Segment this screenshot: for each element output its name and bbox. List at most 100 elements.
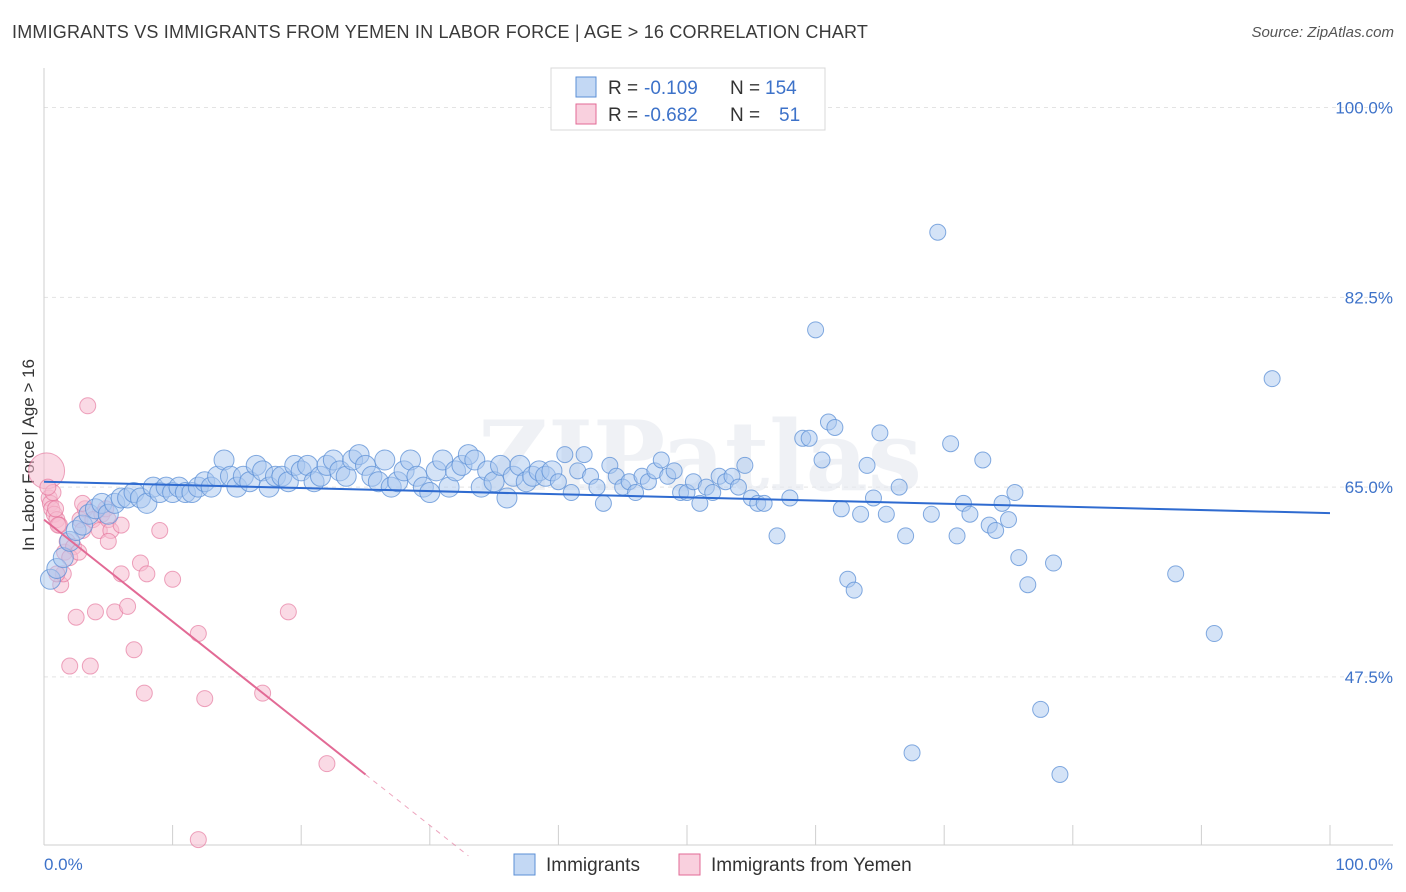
yemen-point [86, 603, 104, 621]
immigrants-point [942, 435, 960, 453]
legend-r-value-pink: -0.682 [644, 105, 698, 126]
yemen-trend-line [43, 518, 367, 776]
y-axis-label: In Labor Force | Age > 16 [19, 359, 38, 551]
yemen-point [81, 657, 99, 675]
immigrants-point [1000, 511, 1017, 529]
immigrants-point [826, 418, 844, 436]
yemen-point [112, 516, 130, 534]
bottom-legend-swatch-pink [678, 853, 701, 876]
grid-lines [44, 107, 1393, 678]
immigrants-point [575, 446, 593, 464]
yemen-point [67, 608, 85, 626]
immigrants-point [1045, 554, 1063, 572]
yemen-point [189, 831, 207, 849]
immigrants-point [922, 505, 940, 523]
immigrants-point [929, 223, 947, 241]
legend-n-value-pink: 51 [779, 105, 800, 126]
stats-legend: R = -0.109 N = 154 R = -0.682 N = 51 [550, 67, 826, 131]
legend-swatch-pink [575, 103, 597, 125]
legend-n-label-pink: N = [730, 105, 760, 126]
x-tick-label-0: 0.0% [44, 855, 83, 874]
immigrants-point [813, 451, 831, 469]
yemen-point [99, 532, 117, 550]
legend-r-value-blue: -0.109 [644, 78, 698, 99]
immigrants-point [993, 494, 1011, 512]
y-tick-labels: 47.5% 65.0% 82.5% 100.0% [1335, 99, 1393, 687]
x-tick-label-1: 100.0% [1335, 855, 1393, 874]
legend-r-label-pink: R = [608, 105, 638, 126]
immigrants-point [556, 446, 574, 464]
immigrants-point [832, 500, 850, 518]
yemen-point [318, 755, 336, 773]
immigrants-point [704, 484, 722, 502]
yemen-point [279, 603, 297, 621]
immigrants-point [897, 527, 915, 545]
immigrants-point [948, 527, 966, 545]
immigrants-point [691, 494, 709, 512]
series-legend: Immigrants Immigrants from Yemen [513, 853, 912, 876]
immigrants-point [549, 473, 567, 491]
yemen-point [61, 657, 79, 675]
yemen-point [189, 625, 207, 643]
immigrants-point [736, 456, 754, 474]
immigrants-point [852, 505, 870, 523]
immigrants-point [1006, 484, 1024, 502]
y-tick-label-0: 47.5% [1345, 668, 1393, 687]
yemen-point [164, 570, 182, 588]
immigrants-point [1019, 576, 1037, 594]
bottom-legend-swatch-blue [513, 853, 536, 876]
immigrants-point [419, 482, 441, 504]
immigrants-trend-line [43, 480, 1331, 515]
immigrants-point [1263, 370, 1281, 388]
bottom-legend-label-yemen: Immigrants from Yemen [711, 855, 912, 876]
immigrants-point [890, 478, 908, 496]
immigrants-point [858, 456, 876, 474]
yemen-point [125, 641, 143, 659]
immigrants-point [562, 484, 580, 502]
yemen-point [138, 565, 156, 583]
immigrants-point [877, 505, 895, 523]
yemen-point [135, 684, 153, 702]
immigrants-point [627, 484, 645, 502]
x-tick-labels: 0.0% 100.0% [44, 855, 1393, 874]
immigrants-point [1032, 700, 1050, 718]
immigrants-point [1051, 766, 1069, 784]
immigrants-point [374, 449, 396, 471]
immigrants-point [1205, 625, 1223, 643]
immigrants-point [1167, 565, 1185, 583]
immigrants-point [864, 489, 882, 507]
immigrants-point [903, 744, 921, 762]
yemen-point [119, 597, 137, 615]
y-tick-label-2: 82.5% [1345, 288, 1393, 307]
immigrants-point [807, 321, 825, 339]
yemen-point [112, 565, 130, 583]
yemen-point [39, 478, 57, 496]
immigrants-point [665, 462, 683, 480]
immigrants-point [588, 478, 606, 496]
legend-swatch-blue [575, 76, 597, 98]
chart-source: Source: ZipAtlas.com [1251, 24, 1394, 41]
immigrants-point [768, 527, 786, 545]
immigrants-point [974, 451, 992, 469]
immigrants-point [845, 581, 863, 599]
immigrants-point [987, 521, 1005, 539]
immigrants-point [496, 487, 518, 509]
yemen-point [151, 521, 169, 539]
y-tick-label-3: 100.0% [1335, 99, 1393, 118]
immigrants-point [1010, 549, 1028, 567]
immigrants-point [871, 424, 889, 442]
bottom-legend-label-immigrants: Immigrants [546, 855, 640, 876]
y-tick-label-1: 65.0% [1345, 478, 1393, 497]
yemen-point [79, 397, 97, 415]
yemen-point [47, 500, 65, 518]
chart-title: IMMIGRANTS VS IMMIGRANTS FROM YEMEN IN L… [12, 22, 869, 42]
yemen-point [196, 690, 214, 708]
legend-n-label-blue: N = [730, 78, 760, 99]
immigrants-point [652, 451, 670, 469]
legend-r-label-blue: R = [608, 78, 638, 99]
immigrants-point [594, 494, 612, 512]
yemen-trend-extension [365, 774, 469, 857]
series-immigrants-points [39, 223, 1281, 784]
trend-lines [43, 480, 1331, 857]
